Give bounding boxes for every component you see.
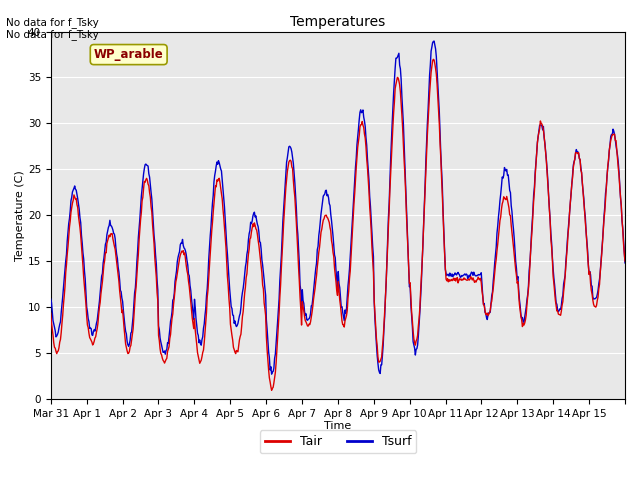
Legend: Tair, Tsurf: Tair, Tsurf: [260, 430, 416, 453]
Tsurf: [248, 218, 256, 224]
Tsurf: [47, 296, 54, 302]
Tair: [429, 57, 437, 62]
Tair: [431, 61, 438, 67]
Tair: [115, 272, 122, 278]
Text: No data for f_Tsky: No data for f_Tsky: [6, 29, 99, 40]
Tair: [621, 258, 629, 264]
Line: Tsurf: Tsurf: [51, 41, 625, 374]
Title: Temperatures: Temperatures: [291, 15, 385, 29]
X-axis label: Time: Time: [324, 421, 351, 432]
Tsurf: [431, 42, 438, 48]
Tair: [220, 214, 228, 220]
Y-axis label: Temperature (C): Temperature (C): [15, 170, 25, 261]
Text: No data for f_Tsky: No data for f_Tsky: [6, 17, 99, 28]
Tsurf: [220, 195, 228, 201]
Text: WP_arable: WP_arable: [94, 48, 164, 61]
Tair: [268, 387, 275, 393]
Tair: [271, 375, 278, 381]
Tsurf: [621, 260, 629, 266]
Line: Tair: Tair: [51, 60, 625, 390]
Tsurf: [271, 356, 278, 361]
Tsurf: [115, 264, 122, 270]
Tair: [248, 225, 256, 231]
Tsurf: [430, 38, 438, 44]
Tair: [47, 311, 54, 316]
Tsurf: [398, 94, 406, 99]
Tsurf: [268, 372, 275, 377]
Tair: [398, 112, 406, 118]
